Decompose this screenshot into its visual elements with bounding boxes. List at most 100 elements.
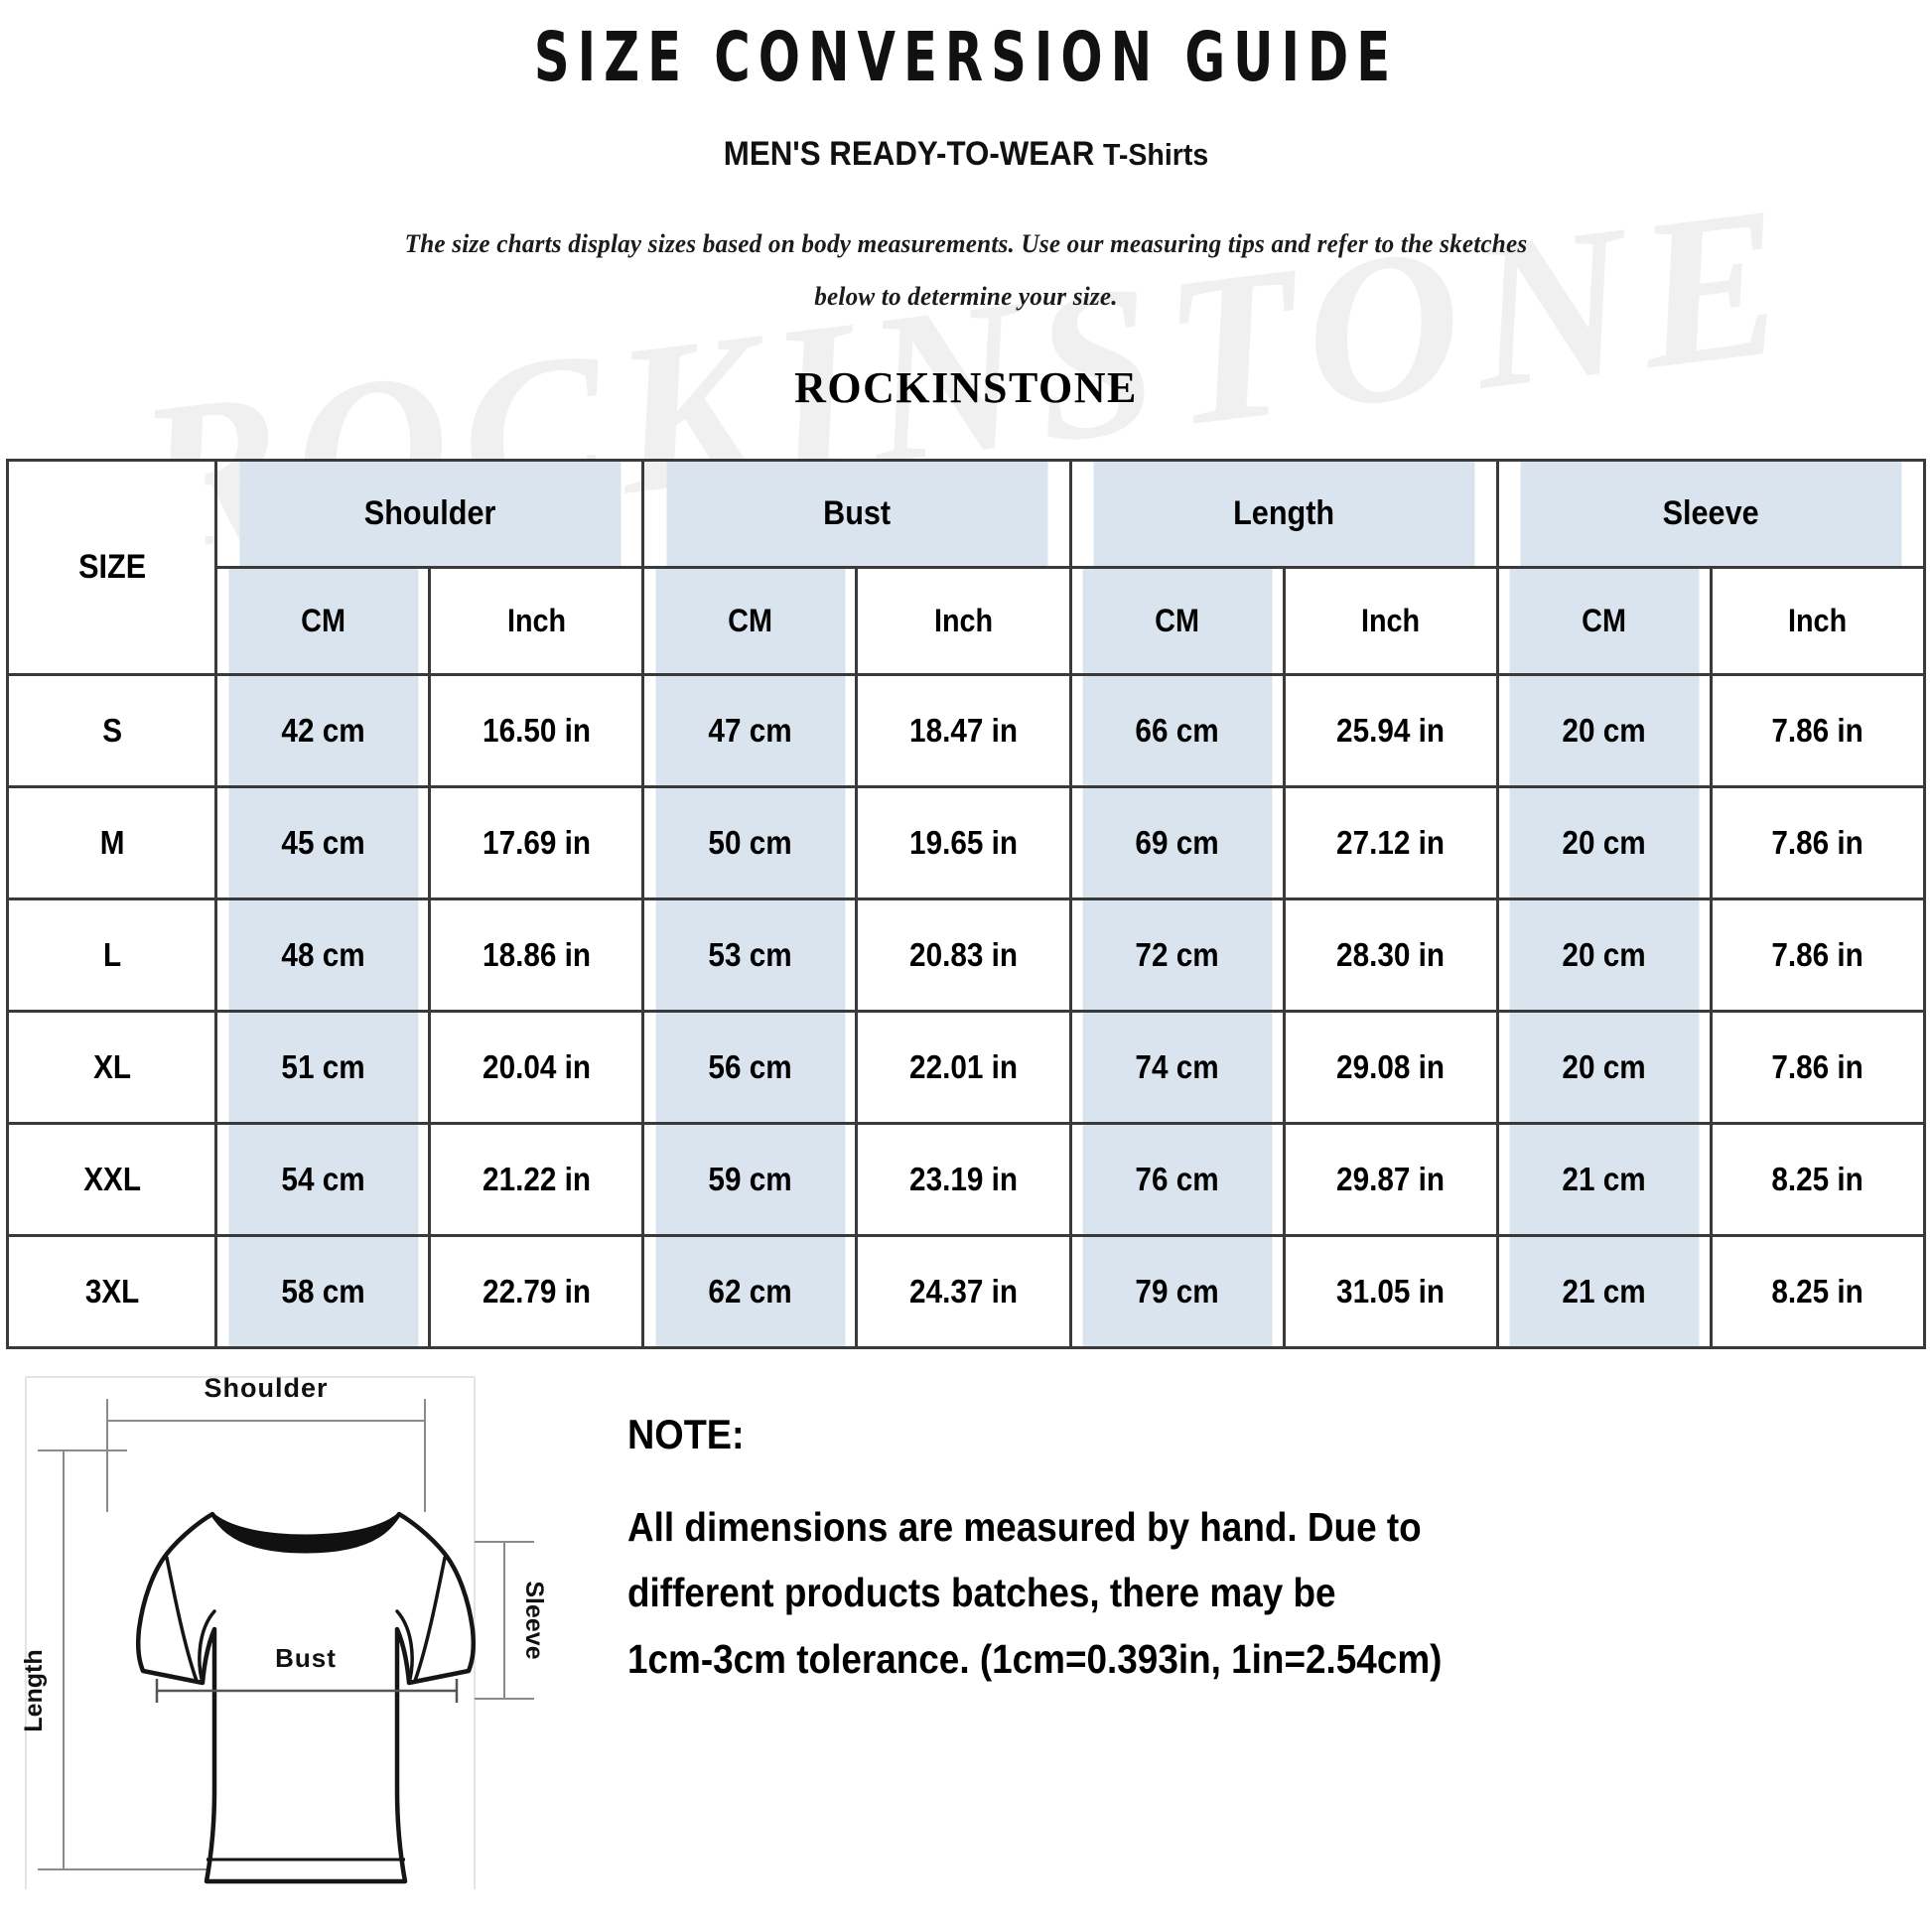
note-section: NOTE: All dimensions are measured by han…: [604, 1363, 1932, 1692]
cell-shoulder-inch: 16.50 in: [439, 673, 634, 788]
cell-shoulder-inch: 21.22 in: [439, 1122, 634, 1237]
cell-bust-cm: 47 cm: [652, 673, 848, 788]
cell-length-inch: 29.87 in: [1293, 1122, 1488, 1237]
cell-shoulder-inch: 18.86 in: [439, 897, 634, 1013]
cell-length-cm: 76 cm: [1079, 1122, 1275, 1237]
unit-sleeve-inch: Inch: [1720, 566, 1916, 676]
cell-bust-inch: 24.37 in: [866, 1234, 1061, 1349]
description-line-1: The size charts display sizes based on b…: [404, 228, 1528, 258]
cell-length-inch: 25.94 in: [1293, 673, 1488, 788]
tshirt-measurement-diagram: Shoulder Length: [8, 1363, 604, 1899]
header-group-length: Length: [1090, 459, 1478, 569]
tshirt-sketch-svg: Shoulder Length: [20, 1373, 548, 1889]
table-row: XL 51 cm 20.04 in 56 cm 22.01 in 74 cm 2…: [8, 1010, 1925, 1125]
cell-length-cm: 72 cm: [1079, 897, 1275, 1013]
cell-bust-inch: 23.19 in: [866, 1122, 1061, 1237]
table-row: L 48 cm 18.86 in 53 cm 20.83 in 72 cm 28…: [8, 897, 1925, 1013]
size-guide-page: ROCKINSTONE SIZE CONVERSION GUIDE MEN'S …: [0, 18, 1932, 1932]
table-group-header-row: SIZE Shoulder Bust Length Sleeve: [8, 459, 1925, 676]
table-row: M 45 cm 17.69 in 50 cm 19.65 in 69 cm 27…: [8, 785, 1925, 900]
cell-size: M: [16, 785, 207, 900]
cell-sleeve-inch: 8.25 in: [1720, 1122, 1916, 1237]
cell-sleeve-inch: 7.86 in: [1720, 785, 1916, 900]
bust-label: Bust: [275, 1643, 337, 1673]
cell-bust-inch: 22.01 in: [866, 1010, 1061, 1125]
unit-length-inch: Inch: [1293, 566, 1488, 676]
cell-length-inch: 29.08 in: [1293, 1010, 1488, 1125]
page-content: SIZE CONVERSION GUIDE MEN'S READY-TO-WEA…: [0, 18, 1932, 1899]
cell-length-inch: 27.12 in: [1293, 785, 1488, 900]
cell-length-inch: 28.30 in: [1293, 897, 1488, 1013]
page-subtitle: MEN'S READY-TO-WEAR T-Shirts: [77, 135, 1855, 174]
shoulder-dimension-line: [106, 1399, 426, 1512]
cell-bust-cm: 62 cm: [652, 1234, 848, 1349]
cell-length-cm: 66 cm: [1079, 673, 1275, 788]
table-row: XXL 54 cm 21.22 in 59 cm 23.19 in 76 cm …: [8, 1122, 1925, 1237]
note-title: NOTE:: [627, 1411, 745, 1457]
cell-bust-cm: 50 cm: [652, 785, 848, 900]
unit-shoulder-inch: Inch: [439, 566, 634, 676]
cell-bust-cm: 53 cm: [652, 897, 848, 1013]
cell-sleeve-inch: 7.86 in: [1720, 1010, 1916, 1125]
cell-length-inch: 31.05 in: [1293, 1234, 1488, 1349]
cell-shoulder-cm: 45 cm: [225, 785, 421, 900]
tshirt-collar: [210, 1512, 401, 1554]
tshirt-outline: [135, 1511, 477, 1884]
cell-shoulder-cm: 54 cm: [225, 1122, 421, 1237]
cell-shoulder-cm: 58 cm: [225, 1234, 421, 1349]
unit-bust-inch: Inch: [866, 566, 1061, 676]
description-line-2: below to determine your size.: [814, 281, 1118, 311]
cell-sleeve-inch: 7.86 in: [1720, 897, 1916, 1013]
cell-shoulder-inch: 22.79 in: [439, 1234, 634, 1349]
unit-bust-cm: CM: [652, 566, 848, 676]
bust-dimension-line: [155, 1679, 459, 1703]
cell-sleeve-inch: 7.86 in: [1720, 673, 1916, 788]
cell-bust-inch: 20.83 in: [866, 897, 1061, 1013]
cell-size: S: [16, 673, 207, 788]
cell-sleeve-inch: 8.25 in: [1720, 1234, 1916, 1349]
table-unit-row: CM Inch CM Inch CM Inch CM Inch: [8, 566, 1925, 676]
shoulder-label: Shoulder: [204, 1373, 328, 1403]
cell-size: 3XL: [16, 1234, 207, 1349]
header-group-sleeve: Sleeve: [1517, 459, 1905, 569]
header-group-shoulder: Shoulder: [235, 459, 623, 569]
header-group-bust: Bust: [663, 459, 1050, 569]
unit-length-cm: CM: [1079, 566, 1275, 676]
unit-sleeve-cm: CM: [1506, 566, 1702, 676]
table-row: 3XL 58 cm 22.79 in 62 cm 24.37 in 79 cm …: [8, 1234, 1925, 1349]
subtitle-product: T-Shirts: [1103, 137, 1209, 172]
cell-bust-inch: 19.65 in: [866, 785, 1061, 900]
bottom-section: Shoulder Length: [0, 1363, 1932, 1899]
cell-shoulder-inch: 17.69 in: [439, 785, 634, 900]
cell-sleeve-cm: 20 cm: [1506, 897, 1702, 1013]
sleeve-label: Sleeve: [520, 1581, 548, 1659]
table-row: S 42 cm 16.50 in 47 cm 18.47 in 66 cm 25…: [8, 673, 1925, 788]
cell-sleeve-cm: 21 cm: [1506, 1122, 1702, 1237]
note-line-3: 1cm-3cm tolerance. (1cm=0.393in, 1in=2.5…: [627, 1635, 1443, 1682]
subtitle-category: MEN'S READY-TO-WEAR: [723, 135, 1104, 173]
cell-sleeve-cm: 20 cm: [1506, 673, 1702, 788]
cell-sleeve-cm: 20 cm: [1506, 785, 1702, 900]
cell-size: XL: [16, 1010, 207, 1125]
cell-length-cm: 69 cm: [1079, 785, 1275, 900]
sleeve-dimension-line: [475, 1541, 534, 1700]
page-title: SIZE CONVERSION GUIDE: [533, 18, 1399, 97]
cell-length-cm: 74 cm: [1079, 1010, 1275, 1125]
note-line-1: All dimensions are measured by hand. Due…: [627, 1504, 1422, 1550]
cell-shoulder-inch: 20.04 in: [439, 1010, 634, 1125]
note-line-2: different products batches, there may be: [627, 1570, 1336, 1616]
unit-shoulder-cm: CM: [225, 566, 421, 676]
cell-shoulder-cm: 42 cm: [225, 673, 421, 788]
length-label: Length: [20, 1649, 48, 1731]
length-dimension-line: [38, 1449, 216, 1870]
cell-sleeve-cm: 21 cm: [1506, 1234, 1702, 1349]
cell-bust-cm: 59 cm: [652, 1122, 848, 1237]
cell-shoulder-cm: 51 cm: [225, 1010, 421, 1125]
page-description: The size charts display sizes based on b…: [335, 217, 1598, 323]
tshirt-sleeve-seams: [165, 1556, 447, 1685]
header-size: SIZE: [16, 459, 207, 676]
cell-sleeve-cm: 20 cm: [1506, 1010, 1702, 1125]
cell-size: L: [16, 897, 207, 1013]
cell-size: XXL: [16, 1122, 207, 1237]
cell-bust-cm: 56 cm: [652, 1010, 848, 1125]
